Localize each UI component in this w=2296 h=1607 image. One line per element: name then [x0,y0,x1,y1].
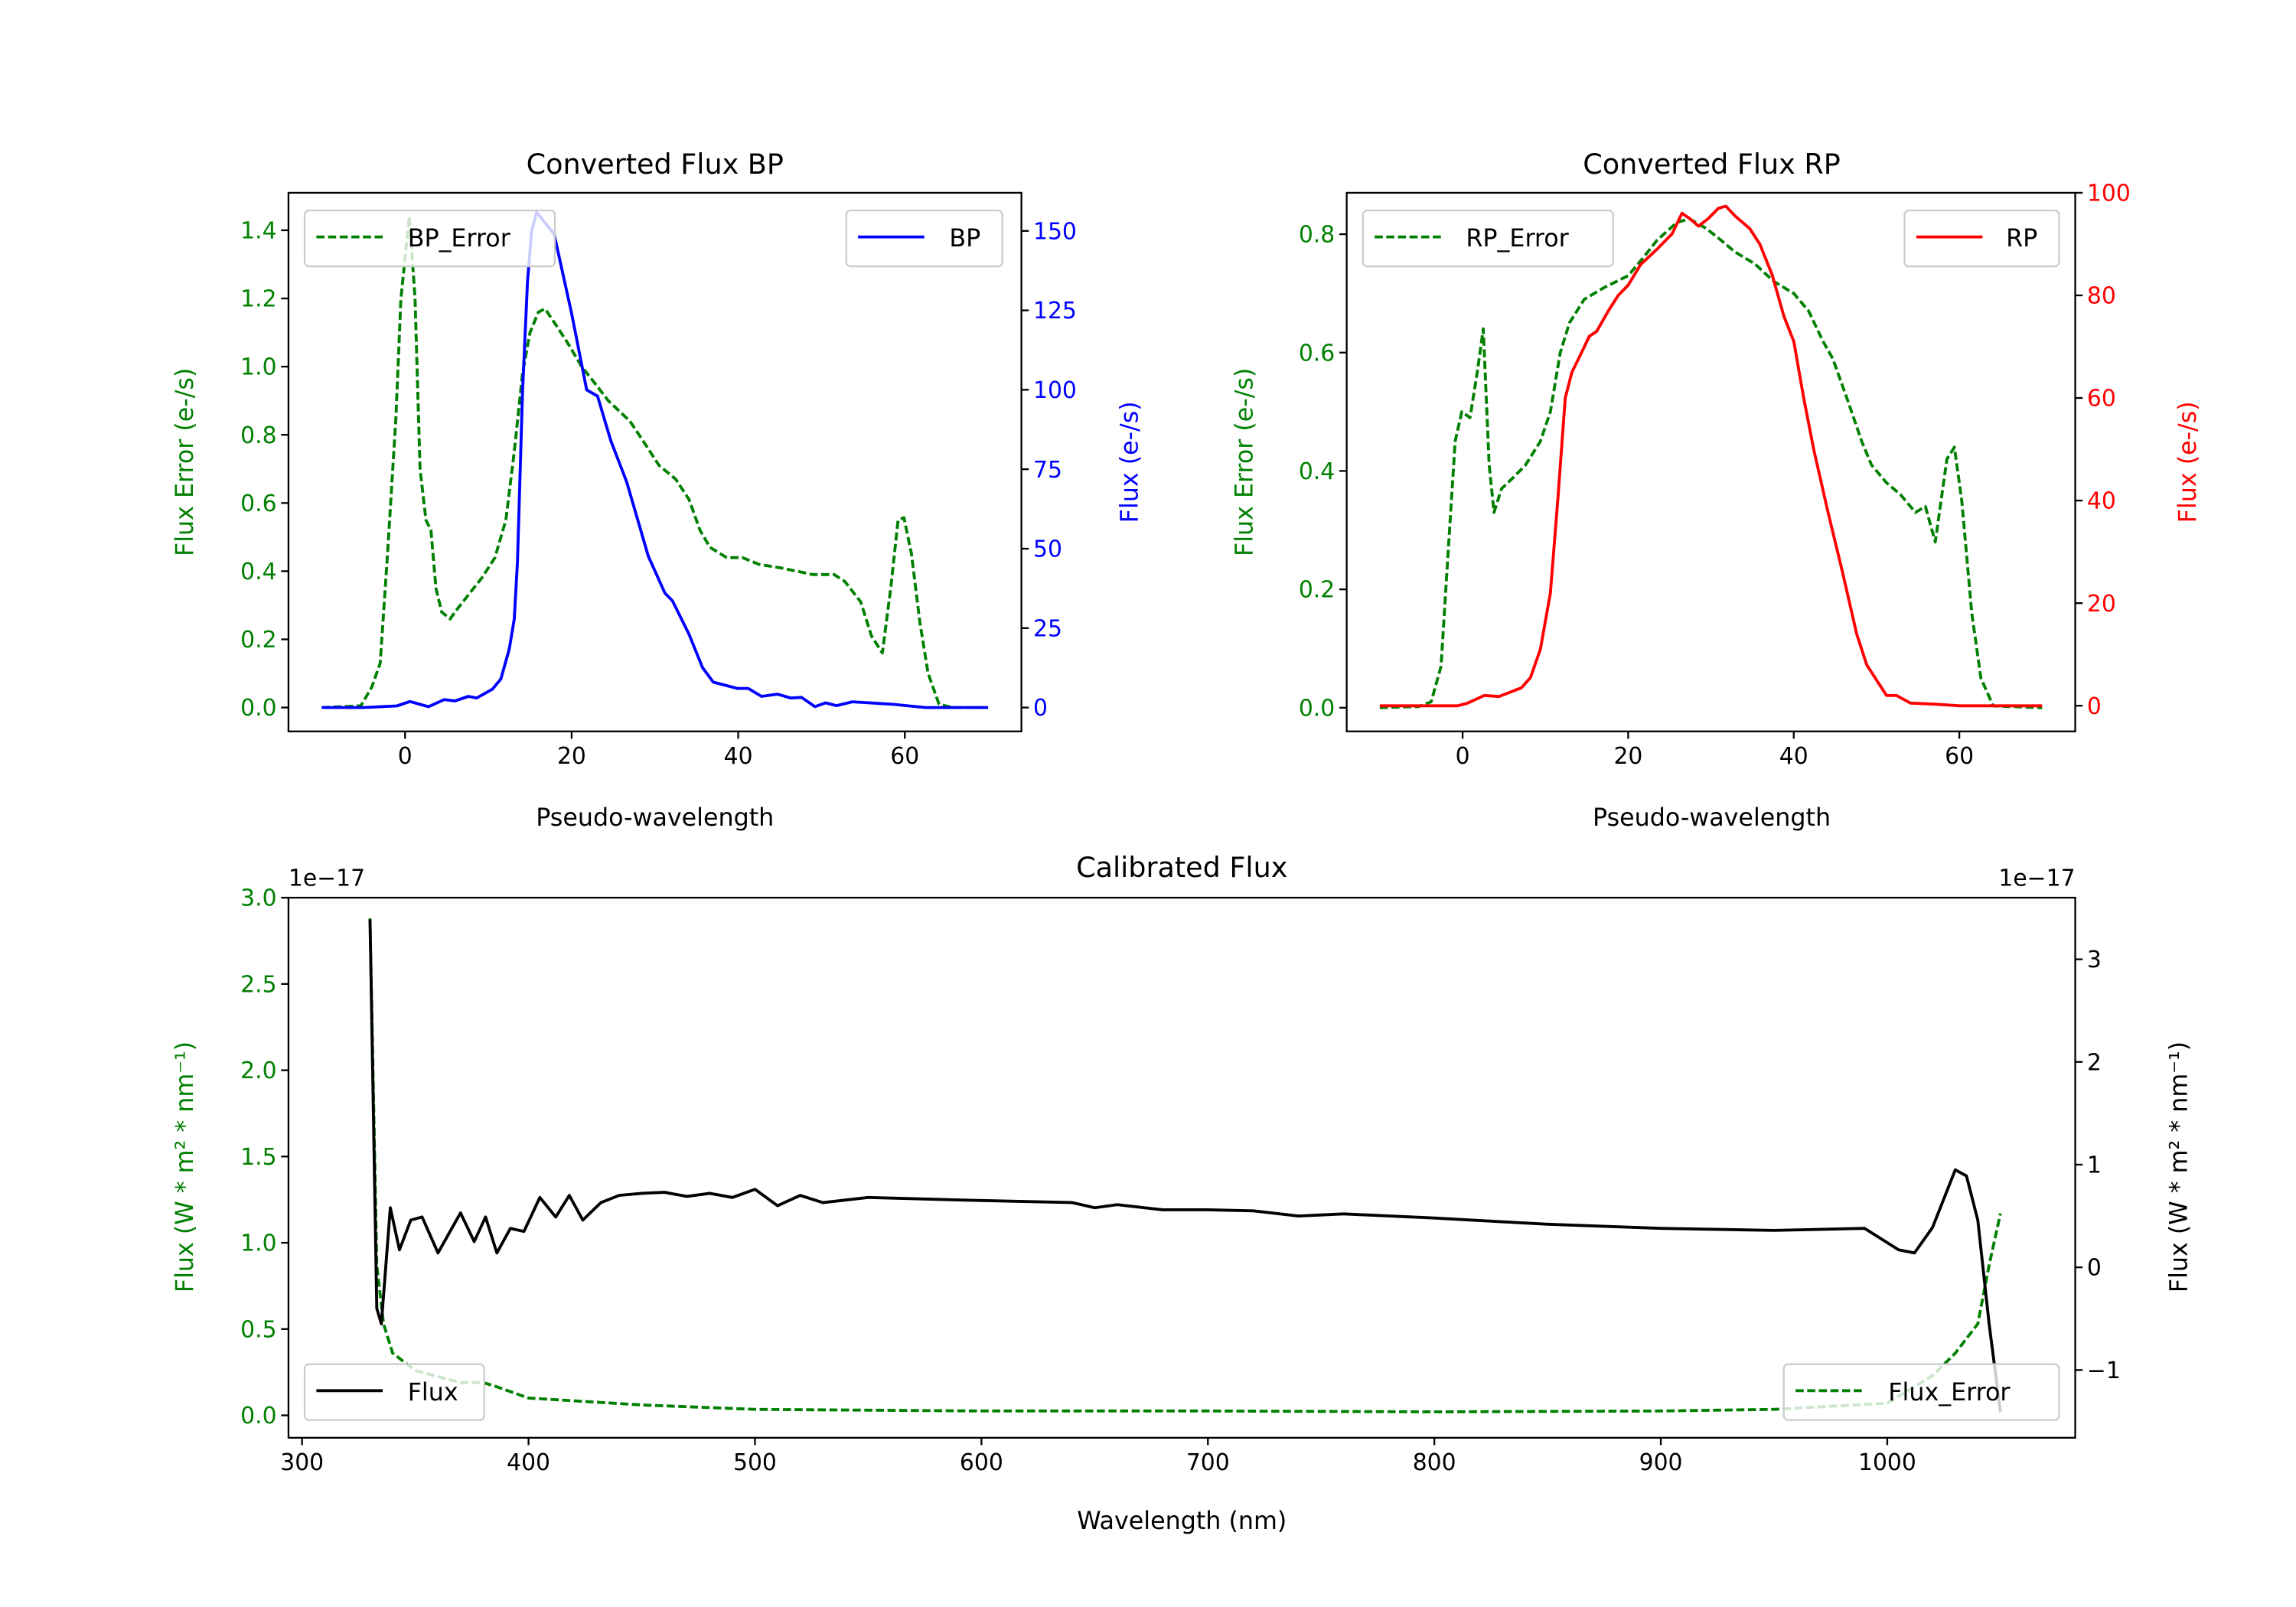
rp-title: Converted Flux RP [1583,148,1841,181]
y-left-tick-label: 0.4 [1299,458,1335,485]
calibrated-plot: 300 400 500 600 700 800 900 1000 0.0 0.5 1.0 1.5 2.0… [240,885,2121,1477]
x-tick-label: 40 [724,743,753,770]
y-left-tick-label: 1.4 [240,218,276,245]
bp-axes-frame [287,191,1022,732]
y-right-tick-label: 20 [2087,591,2116,618]
series-line-flux [368,919,2002,1413]
y-right-tick-label: 75 [1033,457,1062,484]
y-right-tick-label: 2 [2087,1049,2102,1076]
legend-rp: RP [1903,209,2060,268]
y-left-tick-label: 0.0 [1299,695,1335,722]
legend-rp-error: RP_Error [1362,209,1614,268]
y-right-tick-label: 100 [1033,377,1077,404]
y-right-tick-label: −1 [2087,1358,2121,1384]
y-left-tick-label: 3.0 [240,885,276,912]
y-left-tick-label: 1.2 [240,286,276,313]
y-left-tick-label: 0.6 [240,491,276,517]
legend-bp: BP [845,209,1003,268]
rp-xlabel: Pseudo-wavelength [1593,804,1831,832]
y-right-tick-label: 40 [2087,488,2116,515]
x-tick-label: 500 [733,1449,777,1476]
y-right-tick-label: 1 [2087,1152,2102,1179]
x-tick-label: 900 [1639,1449,1683,1476]
y-left-tick-label: 0.5 [240,1316,276,1343]
series-line-bp-error [321,215,989,709]
rp-axes-frame [1345,191,2076,732]
legend-label: Flux [408,1379,458,1407]
bp-xlabel: Pseudo-wavelength [536,804,774,832]
x-tick-label: 40 [1779,743,1808,770]
legend-flux-error: Flux_Error [1782,1363,2060,1421]
y-right-tick-label: 0 [1033,695,1048,722]
y-left-tick-label: 2.5 [240,971,276,998]
y-right-tick-label: 60 [2087,386,2116,412]
y-right-tick-label: 0 [2087,1255,2102,1282]
legend-box [303,209,556,268]
rp-ylabel-right: Flux (e-/s) [2174,401,2202,523]
x-tick-label: 0 [1456,743,1470,770]
legend-label: Flux_Error [1888,1379,2011,1407]
y-left-tick-label: 1.0 [240,354,276,381]
legend-box [303,1363,485,1421]
legend-label: BP_Error [408,225,511,253]
x-tick-label: 1000 [1858,1449,1916,1476]
series-line-flux-error [368,918,2002,1413]
series-line-rp [1379,204,2043,708]
calibrated-ylabel-left: Flux (W * m² * nm⁻¹) [171,1041,199,1292]
calibrated-ylabel-right: Flux (W * m² * nm⁻¹) [2166,1041,2193,1292]
series-line-rp-error [1379,217,2043,709]
y-right-tick-label: 50 [1033,536,1062,563]
y-right-tick-label: 3 [2087,947,2102,973]
rp-ylabel-left: Flux Error (e-/s) [1231,368,1259,556]
series-line-bp [321,210,989,709]
x-tick-label: 60 [1945,743,1974,770]
y-right-tick-label: 0 [2087,693,2102,720]
y-left-tick-label: 0.8 [1299,222,1335,249]
x-tick-label: 700 [1186,1449,1230,1476]
calibrated-title: Calibrated Flux [1076,851,1287,884]
rp-plot: 0 20 40 60 0.0 0.2 0.4 0.6 0.8 0 20 40 60 80 100 RP_Err… [1299,181,2131,771]
y-left-tick-label: 0.8 [240,422,276,449]
y-left-tick-label: 0.2 [240,627,276,654]
calibrated-axes-frame [287,896,2076,1439]
y-left-tick-label: 0.0 [240,1403,276,1429]
bp-title: Converted Flux BP [527,148,784,181]
calibrated-offset-left: 1e−17 [289,865,365,892]
y-left-tick-label: 0.6 [1299,340,1335,367]
calibrated-offset-right: 1e−17 [1998,865,2075,892]
y-left-tick-label: 1.0 [240,1231,276,1257]
y-right-tick-label: 25 [1033,615,1062,642]
y-right-tick-label: 150 [1033,218,1077,245]
y-left-tick-label: 2.0 [240,1058,276,1084]
legend-flux: Flux [303,1363,485,1421]
y-left-tick-label: 0.0 [240,695,276,722]
x-tick-label: 800 [1413,1449,1456,1476]
y-right-tick-label: 80 [2087,283,2116,310]
x-tick-label: 0 [398,743,413,770]
y-left-tick-label: 0.4 [240,559,276,585]
x-tick-label: 20 [557,743,586,770]
bp-plot: 0 20 40 60 0.0 0.2 0.4 0.6 0.8 1.0 1.2 1.4 0 25 50 75 10… [240,191,1077,770]
x-tick-label: 600 [960,1449,1003,1476]
calibrated-xlabel: Wavelength (nm) [1077,1508,1287,1535]
x-tick-label: 300 [280,1449,324,1476]
y-left-tick-label: 0.2 [1299,577,1335,604]
legend-box [1362,209,1614,268]
x-tick-label: 400 [507,1449,550,1476]
legend-bp-error: BP_Error [303,209,556,268]
y-left-tick-label: 1.5 [240,1144,276,1171]
legend-box [1782,1363,2060,1421]
bp-ylabel-right: Flux (e-/s) [1117,401,1144,523]
legend-label: BP [949,225,980,253]
y-right-tick-label: 125 [1033,298,1077,324]
bp-ylabel-left: Flux Error (e-/s) [171,368,199,556]
legend-label: RP [2006,225,2037,253]
x-tick-label: 20 [1613,743,1642,770]
y-right-tick-label: 100 [2087,181,2131,207]
x-tick-label: 60 [890,743,919,770]
legend-label: RP_Error [1466,225,1569,253]
